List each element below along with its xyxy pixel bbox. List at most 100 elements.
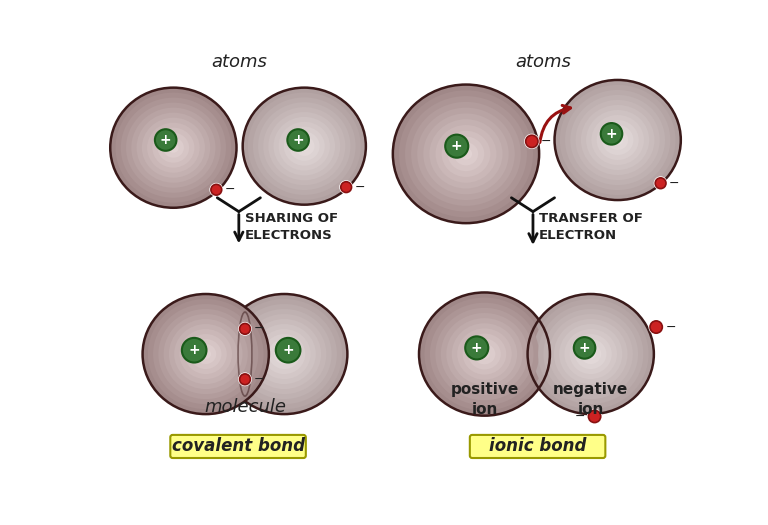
Text: −: − [253, 373, 264, 386]
Ellipse shape [253, 324, 316, 384]
Circle shape [238, 372, 252, 386]
Ellipse shape [452, 323, 517, 385]
Ellipse shape [446, 318, 523, 390]
Circle shape [587, 409, 602, 424]
Ellipse shape [528, 294, 654, 414]
Circle shape [524, 134, 539, 149]
Text: −: − [355, 181, 365, 194]
Ellipse shape [147, 123, 200, 173]
Ellipse shape [148, 299, 263, 409]
Text: +: + [606, 127, 617, 141]
Ellipse shape [419, 292, 550, 416]
Ellipse shape [479, 349, 490, 359]
Ellipse shape [273, 344, 295, 364]
Ellipse shape [602, 125, 634, 155]
Ellipse shape [570, 334, 612, 374]
Text: +: + [160, 133, 171, 147]
Text: −: − [574, 410, 585, 423]
Ellipse shape [121, 98, 226, 198]
Ellipse shape [158, 309, 253, 399]
Ellipse shape [474, 344, 495, 364]
Ellipse shape [417, 108, 515, 200]
Text: positive
ion: positive ion [450, 382, 518, 417]
Circle shape [211, 184, 222, 195]
Text: +: + [471, 341, 482, 355]
Ellipse shape [565, 90, 670, 190]
Ellipse shape [585, 349, 596, 359]
Ellipse shape [533, 299, 649, 409]
Ellipse shape [441, 313, 528, 395]
Ellipse shape [168, 143, 179, 153]
Text: +: + [283, 343, 294, 357]
Ellipse shape [195, 344, 217, 364]
Ellipse shape [430, 303, 539, 405]
Ellipse shape [247, 319, 321, 389]
Ellipse shape [575, 100, 660, 180]
Ellipse shape [442, 131, 490, 177]
Ellipse shape [143, 294, 269, 414]
Ellipse shape [425, 298, 545, 411]
Text: SHARING OF
ELECTRONS: SHARING OF ELECTRONS [245, 212, 338, 242]
Ellipse shape [457, 329, 511, 380]
Text: −: − [669, 177, 680, 190]
Ellipse shape [538, 304, 644, 404]
Ellipse shape [269, 339, 300, 369]
Ellipse shape [554, 319, 627, 389]
Ellipse shape [279, 122, 330, 171]
Ellipse shape [283, 127, 325, 166]
Ellipse shape [143, 294, 269, 414]
Circle shape [339, 180, 353, 194]
Ellipse shape [258, 329, 310, 379]
Text: +: + [188, 343, 200, 357]
Ellipse shape [429, 119, 502, 188]
Ellipse shape [528, 294, 654, 414]
Ellipse shape [253, 98, 356, 195]
Ellipse shape [448, 136, 485, 171]
Circle shape [525, 135, 538, 148]
Ellipse shape [586, 110, 649, 170]
Ellipse shape [435, 308, 534, 400]
Text: atoms: atoms [515, 52, 571, 71]
Ellipse shape [454, 142, 478, 165]
Ellipse shape [153, 304, 258, 404]
Ellipse shape [142, 118, 205, 178]
Ellipse shape [419, 292, 550, 416]
Text: negative
ion: negative ion [553, 382, 628, 417]
Ellipse shape [164, 314, 248, 394]
Text: ionic bond: ionic bond [489, 437, 586, 456]
Ellipse shape [227, 299, 342, 409]
Circle shape [238, 322, 252, 336]
Ellipse shape [554, 80, 680, 200]
Ellipse shape [200, 349, 211, 359]
Ellipse shape [423, 113, 508, 194]
Ellipse shape [559, 324, 622, 384]
Ellipse shape [137, 113, 210, 183]
Ellipse shape [131, 108, 216, 188]
Ellipse shape [289, 132, 319, 161]
Ellipse shape [263, 334, 306, 374]
Ellipse shape [462, 333, 506, 375]
Circle shape [588, 410, 601, 423]
Circle shape [655, 178, 666, 188]
Ellipse shape [169, 319, 243, 389]
Ellipse shape [399, 90, 533, 217]
Circle shape [465, 337, 488, 360]
FancyBboxPatch shape [470, 435, 605, 458]
Ellipse shape [115, 92, 231, 203]
Circle shape [445, 134, 468, 158]
Ellipse shape [258, 102, 350, 190]
Ellipse shape [126, 103, 220, 193]
FancyArrowPatch shape [540, 106, 571, 142]
FancyBboxPatch shape [170, 435, 306, 458]
Text: +: + [579, 341, 591, 355]
Circle shape [601, 123, 622, 144]
Ellipse shape [571, 95, 665, 185]
Ellipse shape [580, 344, 601, 364]
Text: TRANSFER OF
ELECTRON: TRANSFER OF ELECTRON [539, 212, 643, 242]
Ellipse shape [554, 80, 680, 200]
Text: +: + [451, 139, 462, 153]
Ellipse shape [111, 88, 237, 208]
Ellipse shape [184, 334, 227, 374]
Circle shape [341, 182, 352, 193]
Circle shape [240, 374, 250, 385]
